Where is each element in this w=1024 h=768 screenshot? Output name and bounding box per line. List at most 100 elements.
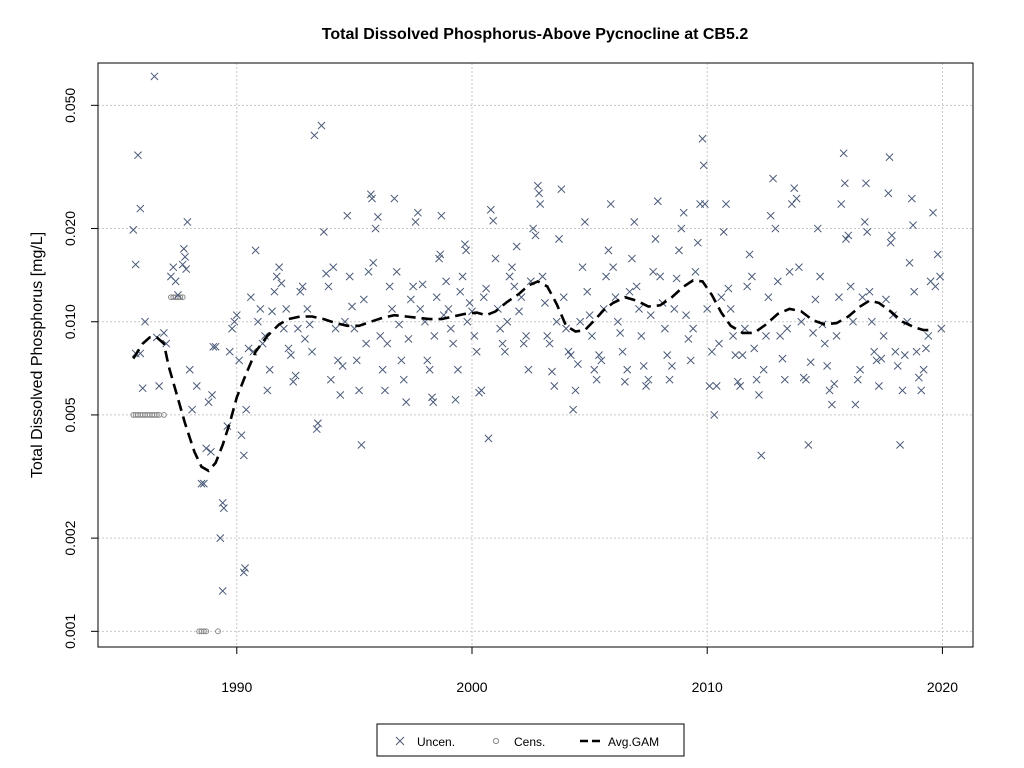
uncensored-point xyxy=(700,200,709,208)
censored-point xyxy=(215,628,221,635)
uncensored-point xyxy=(322,269,331,278)
uncensored-point xyxy=(242,405,251,414)
uncensored-point xyxy=(425,365,434,374)
uncensored-point xyxy=(505,272,514,281)
uncensored-point xyxy=(524,365,533,374)
uncensored-point xyxy=(442,277,451,286)
uncensored-point xyxy=(651,235,660,243)
uncensored-point xyxy=(625,287,634,296)
uncensored-point xyxy=(362,339,371,348)
uncensored-point xyxy=(606,200,615,208)
uncensored-point xyxy=(635,304,643,313)
uncensored-point xyxy=(682,311,690,320)
uncensored-point xyxy=(472,347,481,356)
uncensored-point xyxy=(364,267,373,276)
uncensored-point xyxy=(931,282,940,291)
uncensored-point xyxy=(211,342,220,351)
uncensored-point xyxy=(856,365,865,374)
uncensored-point xyxy=(251,246,260,255)
uncensored-point xyxy=(811,295,820,304)
uncensored-point xyxy=(305,320,314,329)
uncensored-point xyxy=(809,328,818,337)
y-tick-label: 0.020 xyxy=(62,211,78,246)
censored-points xyxy=(130,294,221,635)
uncensored-point xyxy=(698,134,707,143)
uncensored-point xyxy=(253,317,262,326)
uncensored-point xyxy=(178,260,187,269)
uncensored-point xyxy=(429,398,438,407)
uncensored-point xyxy=(555,235,563,243)
uncensored-point xyxy=(202,444,211,453)
uncensored-point xyxy=(874,382,883,390)
uncensored-point xyxy=(592,375,601,384)
uncensored-point xyxy=(576,317,585,326)
uncensored-point xyxy=(569,405,578,414)
uncensored-point xyxy=(460,240,469,249)
uncensored-point xyxy=(241,564,249,573)
uncensored-point xyxy=(867,317,876,326)
uncensored-point xyxy=(766,211,775,220)
uncensored-point xyxy=(707,347,716,356)
uncensored-point xyxy=(395,320,404,329)
uncensored-point xyxy=(319,227,328,236)
uncensored-point xyxy=(783,324,792,333)
uncensored-point xyxy=(813,224,822,233)
uncensored-point xyxy=(348,302,356,311)
uncensored-point xyxy=(293,324,302,333)
uncensored-point xyxy=(261,331,269,340)
uncensored-point xyxy=(522,331,531,340)
x-axis: 1990 2000 2010 2020 xyxy=(221,646,958,695)
uncensored-point xyxy=(637,331,646,340)
uncensored-point xyxy=(759,365,768,374)
uncensored-point xyxy=(623,365,632,374)
y-tick-label: 0.050 xyxy=(62,88,78,123)
uncensored-point xyxy=(745,250,754,259)
uncensored-point xyxy=(705,382,714,390)
uncensored-point xyxy=(870,347,879,356)
uncensored-point xyxy=(715,339,723,348)
uncensored-point xyxy=(863,227,872,236)
uncensored-point xyxy=(590,365,599,374)
uncensored-point xyxy=(543,331,552,340)
uncensored-point xyxy=(675,246,683,255)
uncensored-point xyxy=(413,208,422,217)
uncensored-point xyxy=(900,351,909,360)
uncensored-point xyxy=(390,194,399,203)
uncensored-point xyxy=(806,358,815,367)
x-tick-label: 1990 xyxy=(221,679,252,695)
legend-box xyxy=(376,723,685,757)
uncensored-point xyxy=(834,293,843,302)
uncensored-point xyxy=(639,361,648,370)
uncensored-point xyxy=(862,179,870,188)
uncensored-point xyxy=(627,254,636,263)
uncensored-point xyxy=(646,311,655,320)
uncensored-point xyxy=(531,231,540,240)
uncensored-point xyxy=(512,242,521,251)
uncensored-point xyxy=(663,351,672,360)
uncensored-point xyxy=(816,272,825,281)
uncensored-point xyxy=(529,224,538,233)
uncensored-point xyxy=(559,293,568,302)
uncensored-point xyxy=(444,304,453,313)
uncensored-point xyxy=(912,347,921,356)
uncensored-point xyxy=(298,282,307,291)
uncensored-point xyxy=(206,447,215,456)
uncensored-point xyxy=(564,347,573,356)
uncensored-point xyxy=(644,375,653,384)
uncensored-point xyxy=(256,304,265,313)
uncensored-point xyxy=(458,272,467,281)
uncensored-point xyxy=(451,395,460,404)
uncensored-point xyxy=(898,386,907,395)
uncensored-point xyxy=(846,282,855,291)
uncensored-point xyxy=(722,200,730,208)
uncensored-point xyxy=(225,347,234,356)
uncensored-point xyxy=(865,287,874,296)
uncensored-point xyxy=(885,153,894,162)
uncensored-point xyxy=(755,391,763,399)
uncensored-point xyxy=(228,324,237,333)
uncensored-point xyxy=(331,324,340,333)
uncensored-point xyxy=(649,267,658,276)
uncensored-point xyxy=(411,218,420,226)
uncensored-point xyxy=(884,189,893,198)
